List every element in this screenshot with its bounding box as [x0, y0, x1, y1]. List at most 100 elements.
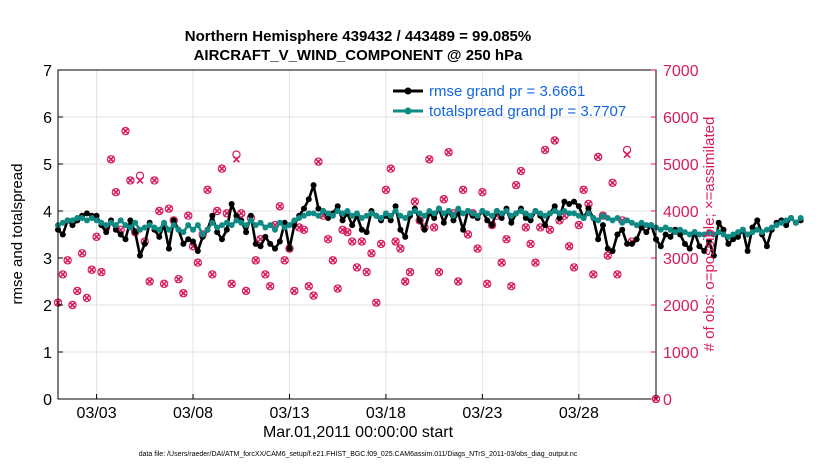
rmse-point: [310, 182, 317, 189]
spread-point: [252, 222, 259, 229]
spread-point: [440, 210, 447, 217]
obs-possible-marker: [521, 223, 530, 232]
axes: 0 1 2 3 4 5 6 7 0 1000 2000 3000 4000 5000 6000 7000 03/…: [43, 63, 699, 422]
obs-assimilated-marker: [112, 188, 120, 196]
spread-point: [701, 231, 708, 238]
rmse-point: [276, 238, 283, 245]
obs-possible-marker: [352, 263, 362, 272]
spread-point: [281, 224, 288, 231]
spread-legend-label: totalspread grand pr = 3.7707: [429, 103, 626, 120]
obs-assimilated-marker: [64, 256, 72, 264]
rmse-point: [339, 217, 346, 224]
spread-point: [575, 212, 582, 219]
spread-point: [334, 208, 341, 214]
obs-assimilated-marker: [213, 207, 221, 215]
spread-point: [108, 219, 115, 226]
obs-possible-marker: [386, 164, 395, 173]
obs-possible-marker: [516, 166, 526, 176]
obs-possible-marker: [550, 136, 559, 145]
obs-possible-marker: [97, 267, 106, 277]
spread-point: [315, 212, 322, 219]
spread-point: [305, 210, 312, 217]
obs-possible-marker: [82, 293, 92, 303]
obs-assimilated-marker: [498, 259, 506, 267]
obs-possible-marker: [434, 267, 444, 277]
obs-assimilated-marker: [93, 233, 101, 241]
obs-possible-marker: [381, 185, 391, 195]
spread-point: [122, 222, 129, 229]
spread-point: [638, 219, 645, 226]
y-right-tick-label: 6000: [663, 110, 699, 127]
spread-point: [450, 212, 457, 219]
obs-assimilated-marker: [565, 242, 573, 250]
spread-point: [103, 222, 110, 229]
rmse-point: [715, 219, 722, 226]
spread-point: [194, 222, 201, 229]
rmse-point: [252, 240, 259, 247]
obs-assimilated-marker: [232, 155, 241, 163]
obs-possible-marker: [145, 277, 154, 286]
spread-point: [739, 226, 746, 233]
obs-assimilated-marker: [252, 256, 260, 264]
obs-possible-marker: [574, 220, 584, 230]
obs-assimilated-marker: [314, 158, 322, 166]
obs-assimilated-marker: [126, 176, 134, 185]
spread-point: [734, 229, 741, 236]
y-tick-label: 3: [43, 251, 52, 268]
spread-point: [768, 224, 775, 231]
rmse-point: [300, 205, 307, 212]
obs-assimilated-marker: [136, 176, 144, 185]
spread-point: [657, 226, 664, 233]
spread-point: [339, 210, 346, 217]
obs-possible-marker: [367, 249, 376, 258]
spread-point: [619, 219, 626, 226]
rmse-point: [209, 212, 216, 219]
spread-point: [517, 208, 524, 214]
rmse-point: [783, 222, 790, 229]
obs-assimilated-marker: [305, 282, 313, 290]
spread-point: [344, 208, 351, 214]
obs-assimilated-marker: [358, 237, 366, 246]
spread-point: [498, 210, 505, 217]
y-right-tick-label: 1000: [663, 345, 699, 362]
obs-possible-marker: [92, 232, 101, 242]
spread-point: [397, 212, 404, 219]
obs-assimilated-marker: [531, 259, 540, 267]
y-right-tick-label: 2000: [663, 298, 699, 315]
rmse-point: [484, 217, 491, 224]
spread-point: [686, 231, 693, 238]
spread-point: [291, 217, 298, 224]
obs-possible-marker: [275, 202, 285, 211]
rmse-point: [59, 231, 66, 238]
obs-assimilated-marker: [584, 200, 593, 208]
rmse-point: [421, 226, 428, 233]
obs-assimilated-marker: [97, 268, 105, 276]
rmse-point: [575, 203, 582, 210]
legend: rmse grand pr = 3.6661 totalspread grand …: [393, 83, 626, 120]
spread-point: [88, 215, 95, 222]
obs-assimilated-marker: [425, 155, 433, 163]
x-tick-label: 03/28: [559, 405, 599, 422]
spread-point: [614, 215, 621, 222]
rmse-legend-marker: [404, 87, 412, 95]
rmse-point: [416, 217, 423, 224]
obs-possible-marker: [429, 223, 439, 232]
obs-assimilated-marker: [411, 198, 419, 206]
obs-possible-marker: [593, 152, 603, 162]
y-tick-label: 7: [43, 63, 52, 80]
spread-point: [146, 222, 153, 229]
rmse-point: [460, 226, 467, 233]
obs-possible-marker: [483, 279, 492, 289]
y-right-tick-label: 0: [663, 392, 672, 409]
spread-point: [402, 215, 409, 222]
rmse-point: [508, 219, 515, 226]
obs-possible-marker: [415, 216, 424, 225]
spread-legend-marker: [404, 107, 412, 115]
rmse-point: [156, 233, 163, 240]
obs-possible-marker: [261, 270, 270, 279]
spread-point: [503, 208, 510, 214]
spread-point: [272, 226, 279, 233]
rmse-point: [93, 212, 100, 219]
spread-point: [464, 208, 471, 214]
obs-assimilated-marker: [483, 280, 491, 288]
